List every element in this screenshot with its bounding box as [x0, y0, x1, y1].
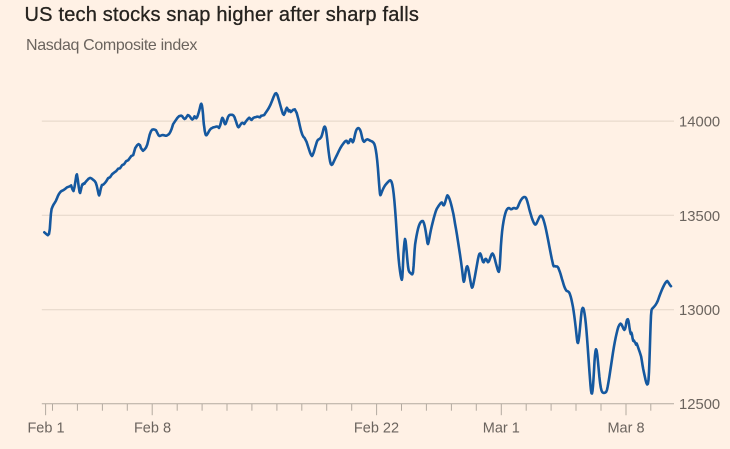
svg-text:Feb 1: Feb 1: [27, 421, 64, 437]
svg-text:12500: 12500: [679, 397, 720, 413]
svg-text:Mar 8: Mar 8: [607, 421, 644, 437]
svg-text:Feb 8: Feb 8: [134, 421, 171, 437]
svg-text:Feb 22: Feb 22: [354, 421, 399, 437]
svg-text:13500: 13500: [679, 209, 720, 225]
svg-text:13000: 13000: [679, 303, 720, 319]
svg-text:Mar 1: Mar 1: [483, 421, 520, 437]
svg-text:14000: 14000: [679, 115, 720, 131]
